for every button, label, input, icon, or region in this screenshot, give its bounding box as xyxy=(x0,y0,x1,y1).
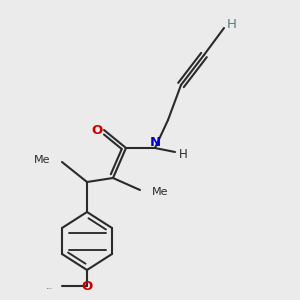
Text: Me: Me xyxy=(34,155,50,165)
Text: H: H xyxy=(227,17,237,31)
Text: Me: Me xyxy=(152,187,169,197)
Text: N: N xyxy=(149,136,161,148)
Text: O: O xyxy=(81,280,93,292)
Text: H: H xyxy=(178,148,188,160)
Text: methoxy: methoxy xyxy=(47,287,53,289)
Text: O: O xyxy=(92,124,103,136)
